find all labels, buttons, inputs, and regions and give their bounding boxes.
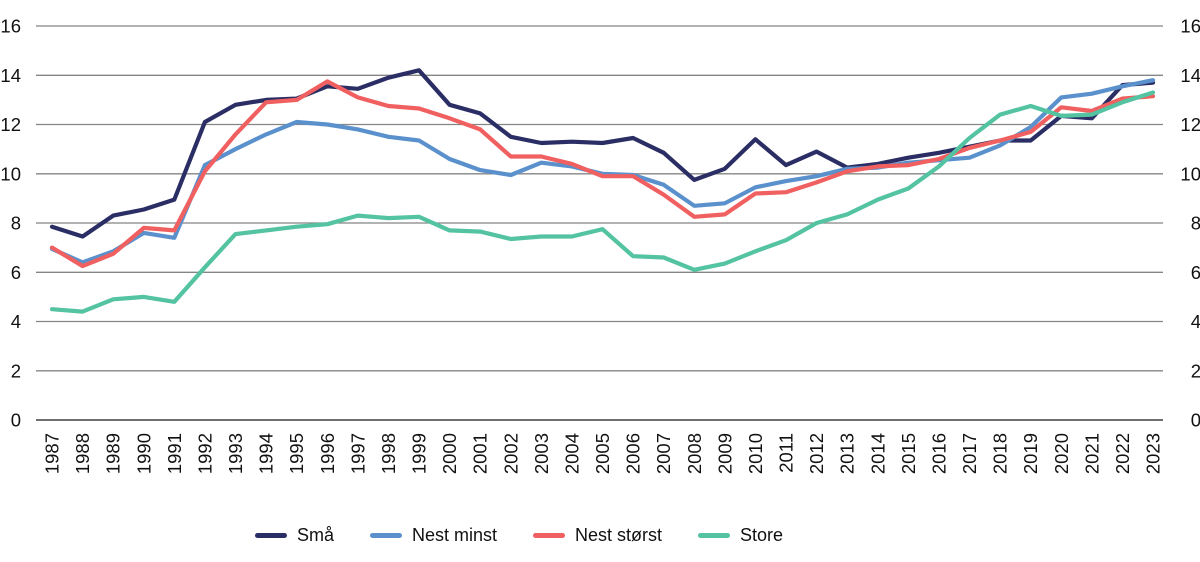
x-tick-label: 2004 bbox=[561, 433, 582, 474]
gridlines bbox=[36, 25, 1163, 421]
y-axis-labels-left: 0 2 4 6 8 10 12 14 16 bbox=[0, 16, 21, 431]
chart-legend: Små Nest minst Nest størst Store bbox=[0, 522, 1200, 548]
x-tick-label: 2019 bbox=[1020, 433, 1041, 474]
y-tick-label-left: 6 bbox=[11, 262, 21, 283]
y-tick-label-right: 2 bbox=[1191, 360, 1200, 381]
x-tick-label: 1992 bbox=[194, 433, 215, 474]
x-tick-label: 1995 bbox=[286, 433, 307, 474]
legend-label-store: Store bbox=[740, 524, 784, 545]
y-tick-label-left: 14 bbox=[0, 65, 21, 86]
x-tick-label: 2005 bbox=[592, 433, 613, 474]
legend-item-nest-storst: Nest størst bbox=[533, 525, 662, 546]
x-tick-label: 2023 bbox=[1143, 433, 1164, 474]
x-tick-label: 1991 bbox=[164, 433, 185, 474]
y-tick-label-left: 4 bbox=[11, 311, 21, 332]
legend-swatch-store bbox=[698, 532, 731, 538]
y-tick-label-left: 16 bbox=[0, 16, 21, 37]
x-tick-label: 1993 bbox=[225, 433, 246, 474]
x-tick-label: 2012 bbox=[806, 433, 827, 474]
legend-label-nest-minst: Nest minst bbox=[411, 524, 497, 545]
x-tick-label: 1988 bbox=[72, 433, 93, 474]
series-line-nest-storst bbox=[49, 79, 1156, 269]
y-tick-label-right: 10 bbox=[1180, 163, 1200, 184]
x-tick-label: 1999 bbox=[409, 433, 430, 474]
x-tick-label: 2006 bbox=[623, 433, 644, 474]
x-tick-label: 2003 bbox=[531, 433, 552, 474]
x-axis-labels: 1987 1988 1989 1990 1991 1992 1993 1994 1995 1996… bbox=[42, 433, 1164, 474]
x-tick-label: 2014 bbox=[867, 433, 888, 474]
y-tick-label-left: 8 bbox=[11, 213, 21, 234]
series-line-store bbox=[49, 90, 1156, 314]
legend-swatch-nest-storst bbox=[533, 532, 565, 538]
x-tick-label: 2016 bbox=[928, 433, 949, 474]
series-line-nest-minst bbox=[49, 78, 1156, 265]
x-tick-label: 2007 bbox=[653, 433, 674, 474]
x-tick-label: 2018 bbox=[990, 433, 1011, 474]
legend-item-nest-minst: Nest minst bbox=[369, 524, 497, 546]
x-tick-label: 2001 bbox=[470, 433, 491, 474]
legend-label-sma: Små bbox=[296, 524, 334, 545]
x-tick-label: 2009 bbox=[714, 433, 735, 474]
y-tick-label-right: 4 bbox=[1191, 311, 1200, 332]
y-tick-label-left: 0 bbox=[11, 410, 21, 431]
x-tick-label: 2017 bbox=[959, 433, 980, 474]
x-tick-label: 2020 bbox=[1051, 433, 1072, 474]
y-tick-label-right: 6 bbox=[1191, 262, 1200, 283]
y-axis-labels-right: 0 2 4 6 8 10 12 14 16 bbox=[1180, 16, 1200, 431]
legend-item-sma: Små bbox=[254, 524, 334, 546]
x-tick-label: 2002 bbox=[500, 433, 521, 474]
y-tick-label-left: 12 bbox=[0, 114, 21, 135]
legend-label-nest-storst: Nest størst bbox=[575, 524, 663, 545]
y-tick-label-right: 12 bbox=[1180, 114, 1200, 135]
x-tick-label: 1989 bbox=[103, 433, 124, 474]
y-tick-label-right: 14 bbox=[1180, 65, 1200, 86]
x-tick-label: 2015 bbox=[898, 433, 919, 474]
y-tick-label-left: 10 bbox=[0, 163, 21, 184]
x-tick-label: 1994 bbox=[256, 433, 277, 474]
x-tick-label: 2011 bbox=[776, 433, 797, 473]
y-tick-label-right: 16 bbox=[1180, 16, 1200, 37]
legend-swatch-nest-minst bbox=[369, 532, 402, 538]
x-tick-label: 1998 bbox=[378, 433, 399, 474]
y-tick-label-right: 8 bbox=[1191, 213, 1200, 234]
y-tick-label-left: 2 bbox=[11, 360, 21, 381]
legend-item-store: Store bbox=[698, 525, 783, 546]
x-tick-label: 2021 bbox=[1081, 433, 1102, 474]
y-tick-label-right: 0 bbox=[1191, 410, 1200, 431]
x-tick-label: 2010 bbox=[745, 433, 766, 474]
x-tick-label: 2008 bbox=[684, 433, 705, 474]
x-tick-label: 1990 bbox=[133, 433, 154, 474]
x-tick-label: 1997 bbox=[347, 433, 368, 474]
x-tick-label: 1987 bbox=[42, 433, 63, 474]
x-tick-label: 2013 bbox=[837, 433, 858, 474]
x-tick-label: 1996 bbox=[317, 433, 338, 474]
legend-swatch-sma bbox=[254, 532, 287, 538]
x-tick-label: 2000 bbox=[439, 433, 460, 474]
x-tick-label: 2022 bbox=[1112, 433, 1133, 474]
